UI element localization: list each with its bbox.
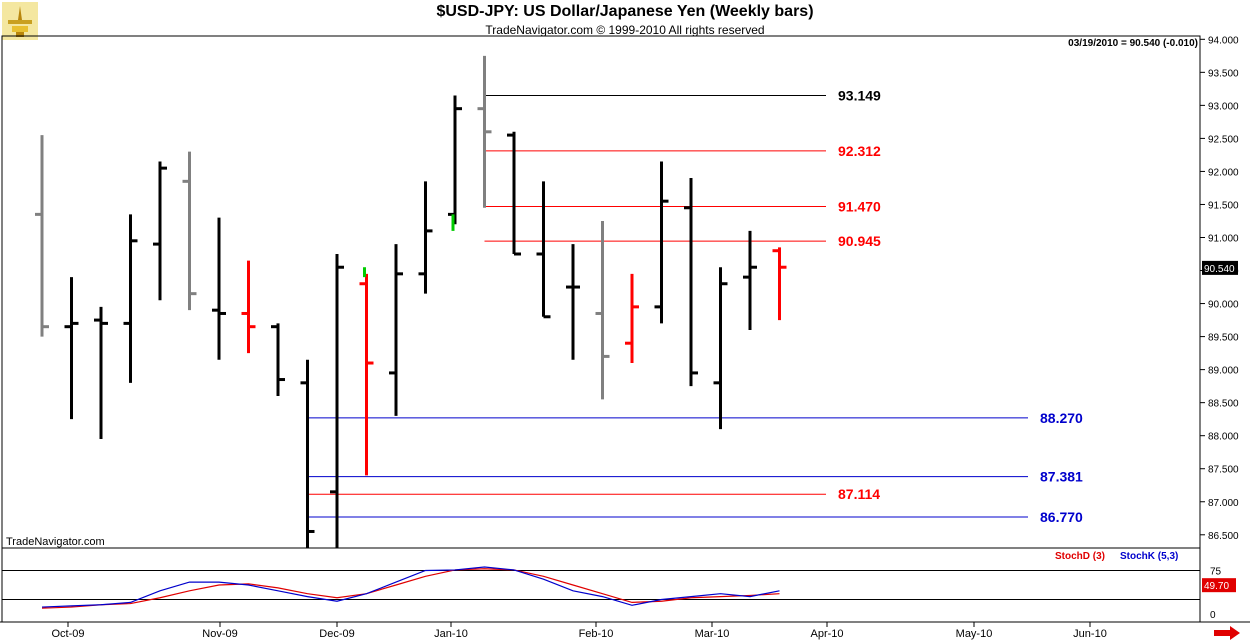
stoch-tick-label: 75 [1210, 567, 1222, 578]
stochk-line [41, 566, 780, 608]
y-tick-label: 89.500 [1208, 333, 1239, 344]
y-tick-label: 87.500 [1208, 465, 1239, 476]
copyright-text: TradeNavigator.com © 1999-2010 All right… [485, 23, 765, 37]
y-tick-label: 93.000 [1208, 101, 1239, 112]
level-label: 88.270 [1040, 410, 1083, 426]
x-tick-label: Dec-09 [319, 628, 354, 640]
watermark: TradeNavigator.com [6, 536, 105, 548]
y-tick-label: 93.500 [1208, 68, 1239, 79]
stoch-tick-label: 0 [1210, 610, 1216, 621]
stochd-value: 49.70 [1204, 581, 1229, 592]
level-label: 87.114 [838, 486, 880, 502]
stochd-label: StochD (3) [1055, 551, 1105, 562]
stochd-value-box [1202, 578, 1236, 593]
last-value-box [1202, 260, 1238, 275]
scroll-right-arrow-icon[interactable] [1214, 626, 1240, 640]
x-tick-label: Mar-10 [695, 628, 730, 640]
x-tick-label: Jan-10 [434, 628, 468, 640]
x-tick-label: Feb-10 [579, 628, 614, 640]
x-tick-label: Jun-10 [1073, 628, 1107, 640]
last-value-label: 90.540 [1204, 264, 1235, 275]
x-tick-label: May-10 [956, 628, 993, 640]
y-tick-label: 92.000 [1208, 167, 1239, 178]
y-tick-label: 91.000 [1208, 233, 1239, 244]
y-tick-label: 88.000 [1208, 432, 1239, 443]
level-label: 93.149 [838, 88, 881, 104]
y-tick-label: 86.500 [1208, 531, 1239, 542]
y-tick-label: 87.000 [1208, 498, 1239, 509]
y-tick-label: 89.000 [1208, 366, 1239, 377]
y-tick-label: 92.500 [1208, 134, 1239, 145]
level-label: 91.470 [838, 198, 881, 214]
x-tick-label: Apr-10 [810, 628, 843, 640]
y-tick-label: 94.000 [1208, 35, 1239, 46]
level-label: 90.945 [838, 233, 881, 249]
trade-navigator-logo [2, 2, 38, 40]
y-tick-label: 90.000 [1208, 300, 1239, 311]
level-label: 87.381 [1040, 469, 1083, 485]
stochd-line [41, 568, 780, 609]
level-label: 86.770 [1040, 509, 1083, 525]
y-tick-label: 88.500 [1208, 399, 1239, 410]
y-tick-label: 91.500 [1208, 200, 1239, 211]
level-label: 92.312 [838, 143, 881, 159]
x-tick-label: Oct-09 [51, 628, 84, 640]
price-readout: 03/19/2010 = 90.540 (-0.010) [1068, 38, 1198, 49]
chart-title: $USD-JPY: US Dollar/Japanese Yen (Weekly… [436, 3, 814, 20]
x-tick-label: Nov-09 [202, 628, 237, 640]
stochk-label: StochK (5,3) [1120, 551, 1179, 562]
